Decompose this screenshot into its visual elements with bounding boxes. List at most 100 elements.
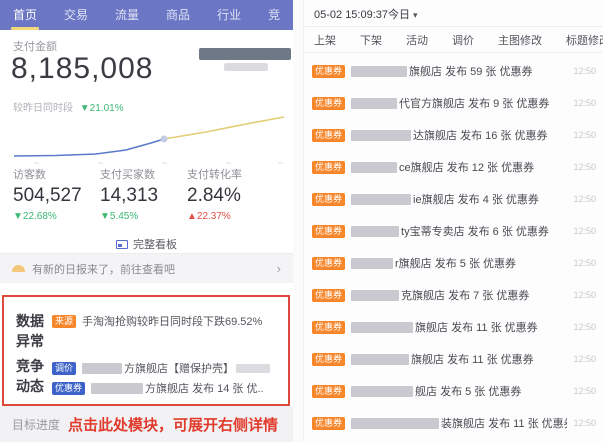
coupon-row-text-wrap: 旗舰店 发布 11 张 优惠券	[351, 351, 567, 367]
data-anomaly-title: 数据异常	[16, 313, 44, 349]
redacted-shop-name	[199, 48, 291, 60]
daily-report-banner[interactable]: 有新的日报来了，前往查看吧 ›	[0, 253, 293, 283]
redacted-shop-name	[351, 193, 412, 205]
coupon-row-text: r旗舰店 发布 5 张 优惠券	[395, 258, 517, 270]
coupon-event-row[interactable]: 优惠券 代官方旗舰店 发布 9 张 优惠券 12:50	[304, 87, 603, 119]
coupon-event-row[interactable]: 优惠券 达旗舰店 发布 16 张 优惠券 12:50	[304, 119, 603, 151]
event-type-tab[interactable]: 主图修改	[498, 35, 542, 47]
coupon-row-time: 12:50	[573, 130, 596, 140]
data-anomaly-row[interactable]: 来源 手淘淘抢购较昨日同时段下跌69.52%	[52, 313, 262, 329]
coupon-event-row[interactable]: 优惠券 旗舰店 发布 11 张 优惠券 12:50	[304, 343, 603, 375]
metric-change: ▼5.45%	[100, 211, 139, 222]
coupon-badge: 优惠券	[312, 160, 346, 174]
nav-tab[interactable]: 流量	[115, 8, 140, 22]
compare-label: 较昨日同时段	[13, 103, 73, 114]
redacted-shop-name	[351, 129, 412, 141]
redacted-shop-name	[351, 385, 414, 397]
metric-value: 504,527	[13, 185, 82, 206]
coupon-row-text-wrap: r旗舰店 发布 5 张 优惠券	[351, 255, 567, 271]
dashboard-icon	[116, 240, 128, 249]
coupon-row-text: 克旗舰店 发布 7 张 优惠券	[401, 290, 530, 302]
coupon-row-text-wrap: ce旗舰店 发布 12 张 优惠券	[351, 159, 567, 175]
competition-item[interactable]: 调价 方旗舰店【赠保护壳】	[52, 358, 271, 378]
nav-tab[interactable]: 行业	[217, 8, 242, 22]
coupon-event-row[interactable]: 优惠券 克旗舰店 发布 7 张 优惠券 12:50	[304, 279, 603, 311]
compare-value: ▼21.01%	[79, 103, 124, 114]
coupon-badge: 优惠券	[312, 64, 346, 78]
nav-tab[interactable]: 竞	[268, 8, 281, 22]
full-dashboard-label: 完整看板	[133, 239, 177, 251]
coupon-row-text-wrap: ty宝蒂专卖店 发布 6 张 优惠券	[351, 223, 567, 239]
coupon-badge: 优惠券	[312, 352, 346, 366]
competitor-detail-panel: 05-02 15:09:37今日▾ 上架 下架 活动 调价 主图修改 标题修改 …	[303, 0, 603, 442]
coupon-row-text: 旗舰店 发布 11 张 优惠券	[411, 354, 534, 366]
data-anomaly-text: 手淘淘抢购较昨日同时段下跌69.52%	[82, 316, 263, 328]
nav-tab[interactable]: 商品	[166, 8, 191, 22]
overview-panel: 首页 交易 流量 商品 行业 竞 支付金额 8,185,008	[0, 0, 293, 442]
coupon-badge: 优惠券	[312, 288, 346, 302]
metric-label: 支付买家数	[100, 169, 155, 181]
coupon-row-time: 12:50	[573, 162, 596, 172]
metric-value: 2.84%	[187, 185, 241, 206]
kpi-metric[interactable]: 访客数 504,527 ▼22.68%	[13, 166, 100, 222]
coupon-row-time: 12:50	[573, 194, 596, 204]
redacted-shop-name	[91, 382, 144, 394]
nav-tab[interactable]: 首页	[10, 0, 40, 30]
top-navbar: 首页 交易 流量 商品 行业 竞	[0, 0, 293, 30]
metric-change: ▲22.37%	[187, 211, 231, 222]
metric-value: 14,313	[100, 185, 159, 206]
redacted-shop-name	[351, 225, 400, 237]
redacted-shop-name	[351, 257, 394, 269]
full-dashboard-link[interactable]: 完整看板	[0, 236, 293, 252]
coupon-row-time: 12:50	[573, 290, 596, 300]
coupon-row-text: 旗舰店 发布 59 张 优惠券	[409, 66, 533, 78]
kpi-metric[interactable]: 支付转化率 2.84% ▲22.37%	[187, 166, 274, 222]
daily-report-text: 有新的日报来了，前往查看吧	[32, 263, 175, 276]
coupon-event-row[interactable]: 优惠券 旗舰店 发布 59 张 优惠券 12:50	[304, 55, 603, 87]
coupon-row-text-wrap: 旗舰店 发布 59 张 优惠券	[351, 63, 567, 79]
kpi-metric[interactable]: 支付买家数 14,313 ▼5.45%	[100, 166, 187, 222]
redacted-shop-name	[351, 321, 414, 333]
coupon-event-row[interactable]: 优惠券 ty宝蒂专卖店 发布 6 张 优惠券 12:50	[304, 215, 603, 247]
coupon-event-row[interactable]: 优惠券 ce旗舰店 发布 12 张 优惠券 12:50	[304, 151, 603, 183]
coupon-row-time: 12:50	[573, 386, 596, 396]
sunrise-icon	[12, 265, 25, 272]
event-type-tab[interactable]: 标题修改	[566, 35, 603, 47]
date-filter[interactable]: 05-02 15:09:37今日 ▾	[314, 6, 418, 22]
date-label: 05-02 15:09:37今日	[314, 9, 411, 21]
coupon-event-row[interactable]: 优惠券 装旗舰店 发布 11 张 优惠券 12:50	[304, 407, 603, 439]
coupon-event-row[interactable]: 优惠券 旗舰店 发布 11 张 优惠券 12:50	[304, 311, 603, 343]
competition-item-text: 方旗舰店【赠保护壳】	[124, 363, 235, 375]
coupon-row-text: 达旗舰店 发布 16 张 优惠券	[413, 130, 548, 142]
compare-row: 较昨日同时段 ▼21.01%	[13, 99, 124, 114]
event-type-tab[interactable]: 调价	[452, 35, 474, 47]
event-type-tabs: 上架 下架 活动 调价 主图修改 标题修改 优惠券	[314, 32, 603, 48]
coupon-row-text: 装旗舰店 发布 11 张 优惠券	[441, 418, 568, 430]
redacted-shop-name	[351, 65, 408, 77]
coupon-badge: 优惠券	[312, 224, 346, 238]
coupon-row-text: 旗舰店 发布 11 张 优惠券	[415, 322, 538, 334]
redacted-shop-name	[351, 353, 410, 365]
coupon-row-text-wrap: 舰店 发布 5 张 优惠券	[351, 383, 567, 399]
coupon-event-row[interactable]: 优惠券 r旗舰店 发布 5 张 优惠券 12:50	[304, 247, 603, 279]
nav-tab[interactable]: 交易	[64, 8, 89, 22]
divider	[304, 26, 603, 27]
event-type-tab[interactable]: 下架	[360, 35, 382, 47]
redacted-shop-name	[82, 362, 123, 374]
competition-item-text: 方旗舰店 发布 14 张 优..	[145, 383, 264, 395]
coupon-list: 优惠券 旗舰店 发布 59 张 优惠券 12:50 优惠券 代官方旗舰店 发布 …	[304, 55, 603, 439]
competition-item[interactable]: 优惠券 方旗舰店 发布 14 张 优..	[52, 378, 270, 398]
coupon-row-text-wrap: ie旗舰店 发布 4 张 优惠券	[351, 191, 567, 207]
event-type-tab[interactable]: 上架	[314, 35, 336, 47]
coupon-event-row[interactable]: 优惠券 舰店 发布 5 张 优惠券 12:50	[304, 375, 603, 407]
coupon-event-row[interactable]: 优惠券 ie旗舰店 发布 4 张 优惠券 12:50	[304, 183, 603, 215]
coupon-badge: 优惠券	[312, 192, 346, 206]
source-badge: 来源	[52, 315, 77, 328]
event-type-tab[interactable]: 活动	[406, 35, 428, 47]
highlighted-alert-box[interactable]: 数据异常 来源 手淘淘抢购较昨日同时段下跌69.52% 竞争动态 调价 方旗舰店【…	[2, 295, 290, 406]
coupon-row-text: ty宝蒂专卖店 发布 6 张 优惠券	[401, 226, 549, 238]
coupon-row-time: 12:50	[573, 66, 596, 76]
coupon-badge: 优惠券	[312, 320, 346, 334]
competition-items: 调价 方旗舰店【赠保护壳】 优惠券 方旗舰店 发布 14 张 优..	[52, 358, 271, 398]
